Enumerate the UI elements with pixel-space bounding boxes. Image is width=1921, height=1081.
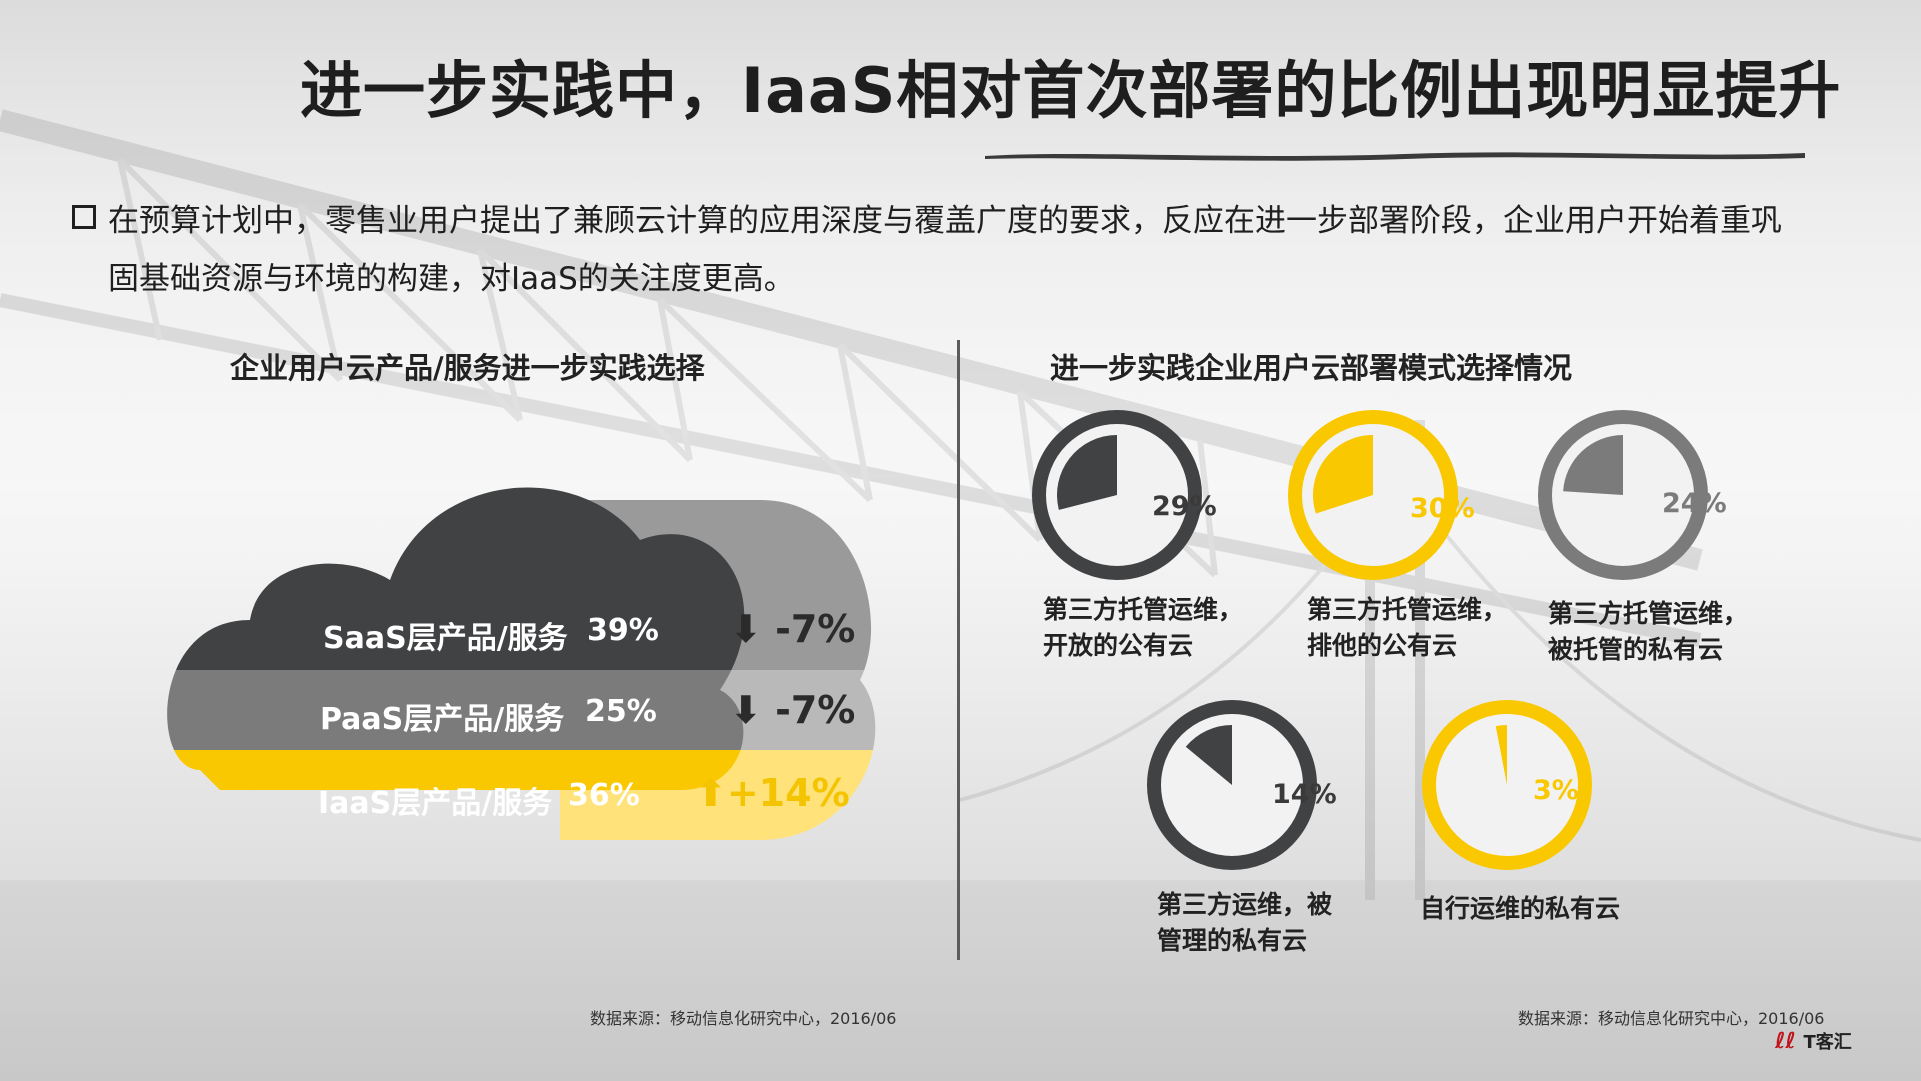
donut-percent-label: 30% xyxy=(1410,493,1475,524)
donut-caption: 自行运维的私有云 xyxy=(1420,891,1620,927)
donut-percent-label: 29% xyxy=(1152,491,1217,522)
donut-caption-line: 第三方托管运维， xyxy=(1043,595,1244,624)
bar-change-value: +14% xyxy=(726,771,850,815)
vertical-divider xyxy=(957,340,960,960)
bar-band xyxy=(167,750,745,791)
donut-caption-line: 被托管的私有云 xyxy=(1548,635,1724,664)
donut-percent-label: 3% xyxy=(1533,775,1579,806)
donut-caption-line: 自行运维的私有云 xyxy=(1420,894,1621,923)
donut-slice xyxy=(1313,435,1373,514)
logo-mark-icon: ℓℓ xyxy=(1775,1029,1796,1054)
left-chart-title: 企业用户云产品/服务进一步实践选择 xyxy=(230,351,705,385)
donut-slice xyxy=(1563,435,1623,495)
brand-logo: ℓℓ T客汇 xyxy=(1775,1028,1852,1054)
bullet-line-2: 固基础资源与环境的构建，对IaaS的关注度更高。 xyxy=(108,261,795,297)
donut-slice xyxy=(1185,725,1232,785)
donut-percent-label: 24% xyxy=(1662,488,1727,519)
bullet-line-1: 在预算计划中，零售业用户提出了兼顾云计算的应用深度与覆盖广度的要求，反应在进一步… xyxy=(108,203,1782,239)
bullet-square-icon xyxy=(72,205,96,229)
donut-caption-line: 第三方运维，被 xyxy=(1157,890,1333,919)
bar-value-label: 36% xyxy=(568,778,640,813)
bar-category-label: SaaS层产品/服务 xyxy=(323,621,568,656)
page-title: 进一步实践中，IaaS相对首次部署的比例出现明显提升 xyxy=(300,54,1842,127)
intro-bullet: 在预算计划中，零售业用户提出了兼顾云计算的应用深度与覆盖广度的要求，反应在进一步… xyxy=(72,192,1862,308)
donut-slice xyxy=(1495,725,1507,785)
deployment-donut-charts: 29% 30% 24% 14% 3% xyxy=(1032,410,1727,870)
bar-category-label: IaaS层产品/服务 xyxy=(318,786,553,821)
bar-value-label: 39% xyxy=(587,613,659,648)
donut-caption-line: 排他的公有云 xyxy=(1307,631,1458,660)
donut-caption-line: 开放的公有云 xyxy=(1043,631,1194,660)
donut-caption: 第三方运维，被 管理的私有云 xyxy=(1157,887,1332,959)
bar-change-label: ⬆+14% xyxy=(695,771,850,815)
bar-change-value: -7% xyxy=(775,688,856,732)
donut-caption: 第三方托管运维， 被托管的私有云 xyxy=(1548,596,1748,668)
bar-change-value: -7% xyxy=(775,607,856,651)
donut-caption-line: 管理的私有云 xyxy=(1157,926,1308,955)
bar-change-label: ⬇ -7% xyxy=(730,607,856,651)
bar-category-label: PaaS层产品/服务 xyxy=(320,702,565,737)
donut-caption-line: 第三方托管运维， xyxy=(1548,599,1749,628)
donut-slice xyxy=(1057,435,1117,510)
bar-value-label: 25% xyxy=(585,694,657,729)
donut-percent-label: 14% xyxy=(1272,779,1337,810)
right-chart-title: 进一步实践企业用户云部署模式选择情况 xyxy=(1050,351,1573,385)
donut-caption-line: 第三方托管运维， xyxy=(1307,595,1508,624)
data-source-right: 数据来源：移动信息化研究中心，2016/06 xyxy=(1518,1009,1825,1028)
bar-band xyxy=(167,670,745,750)
data-source-left: 数据来源：移动信息化研究中心，2016/06 xyxy=(590,1009,897,1028)
donut-caption: 第三方托管运维， 排他的公有云 xyxy=(1307,592,1507,664)
bar-change-label: ⬇ -7% xyxy=(730,688,856,732)
donut-caption: 第三方托管运维， 开放的公有云 xyxy=(1043,592,1243,664)
logo-text: T客汇 xyxy=(1803,1032,1852,1053)
title-underline-brush xyxy=(985,152,1805,161)
cloud-bar-chart xyxy=(167,487,876,840)
